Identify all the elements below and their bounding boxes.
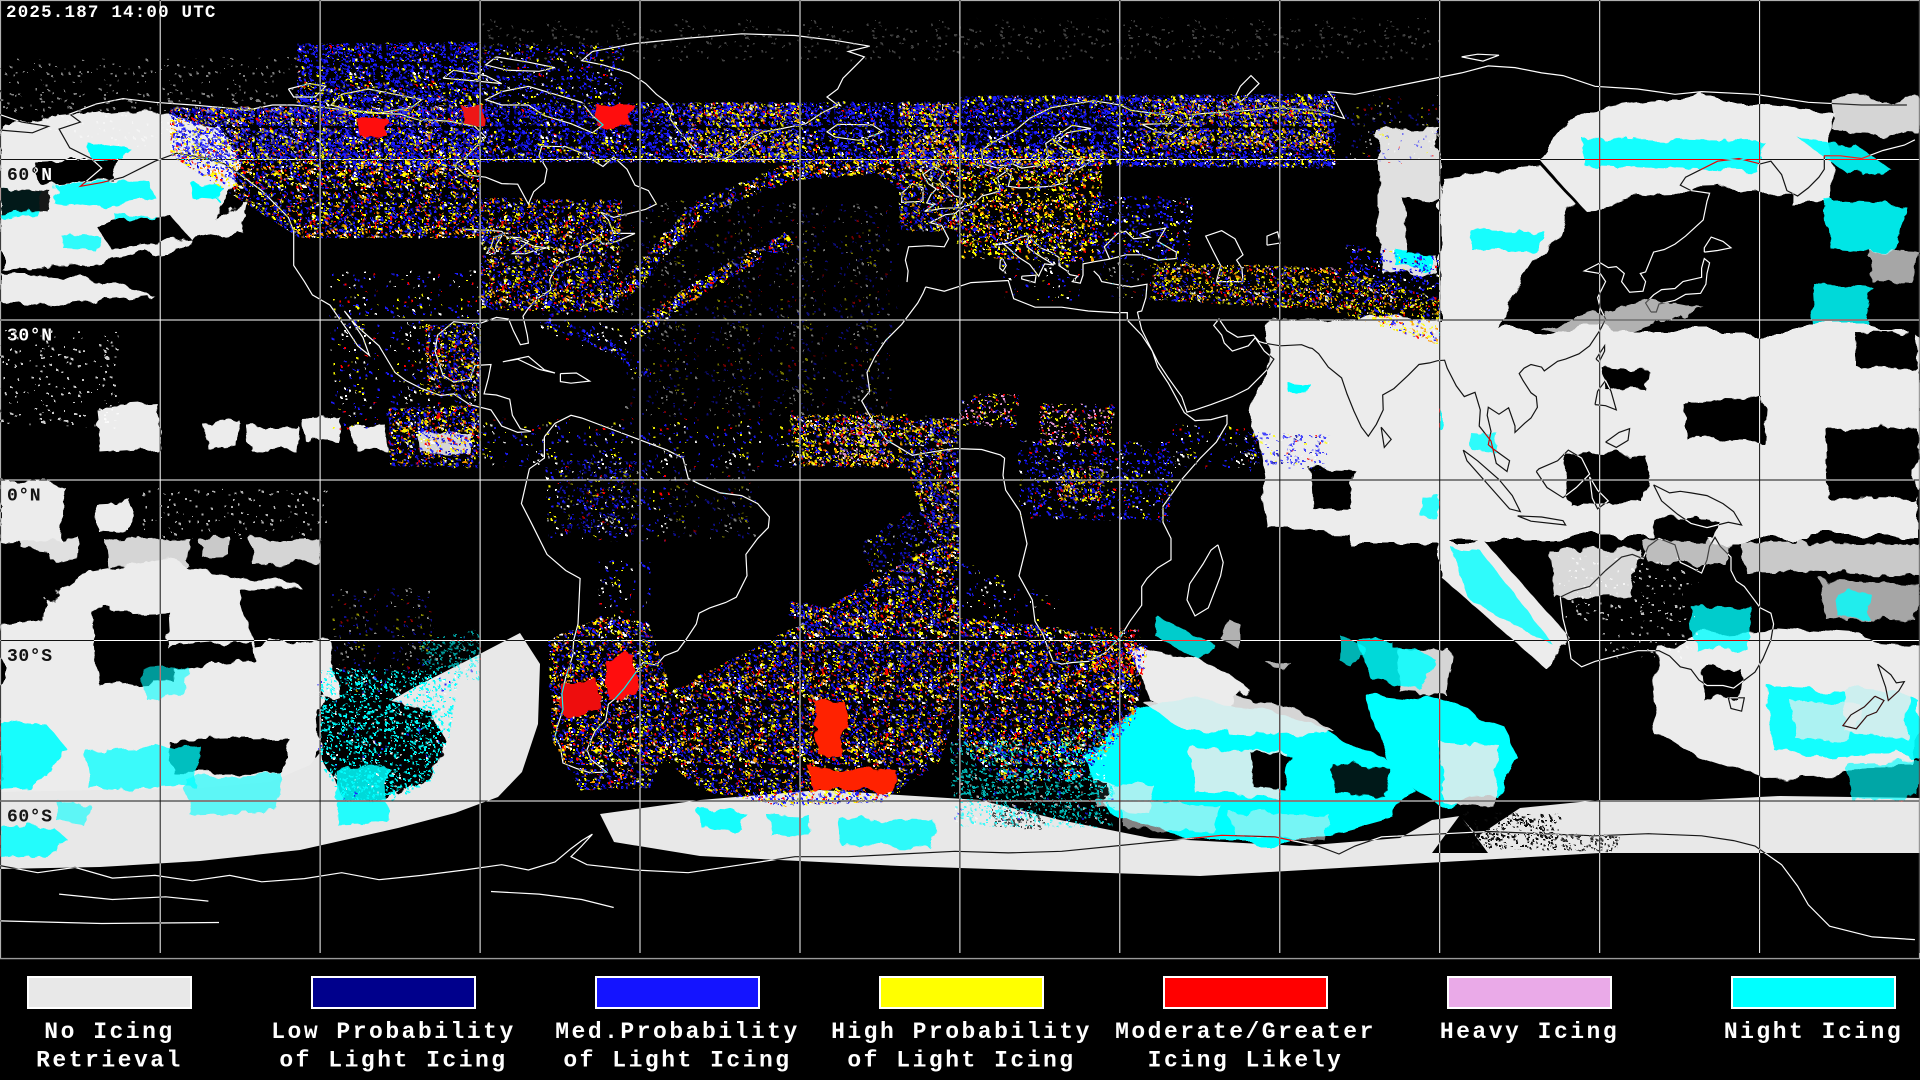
svg-text:Heavy Icing: Heavy Icing (1440, 1019, 1619, 1045)
svg-text:Night Icing: Night Icing (1724, 1019, 1903, 1045)
svg-text:60°S: 60°S (7, 808, 53, 828)
svg-text:of Light Icing: of Light Icing (847, 1048, 1075, 1074)
svg-text:of Light Icing: of Light Icing (563, 1048, 791, 1074)
svg-text:Retrieval: Retrieval (36, 1048, 183, 1074)
svg-text:Moderate/Greater: Moderate/Greater (1115, 1019, 1376, 1045)
svg-text:0°N: 0°N (7, 487, 41, 507)
svg-text:of Light Icing: of Light Icing (279, 1048, 507, 1074)
svg-text:30°S: 30°S (7, 647, 53, 667)
svg-text:30°N: 30°N (7, 327, 53, 347)
svg-text:2025.187 14:00 UTC: 2025.187 14:00 UTC (6, 3, 217, 23)
svg-text:60°N: 60°N (7, 166, 53, 186)
svg-text:Low Probability: Low Probability (271, 1019, 516, 1045)
svg-text:High Probability: High Probability (831, 1019, 1092, 1045)
svg-text:Icing Likely: Icing Likely (1148, 1048, 1344, 1074)
svg-text:No Icing: No Icing (44, 1019, 174, 1045)
svg-text:Med.Probability: Med.Probability (555, 1019, 800, 1045)
